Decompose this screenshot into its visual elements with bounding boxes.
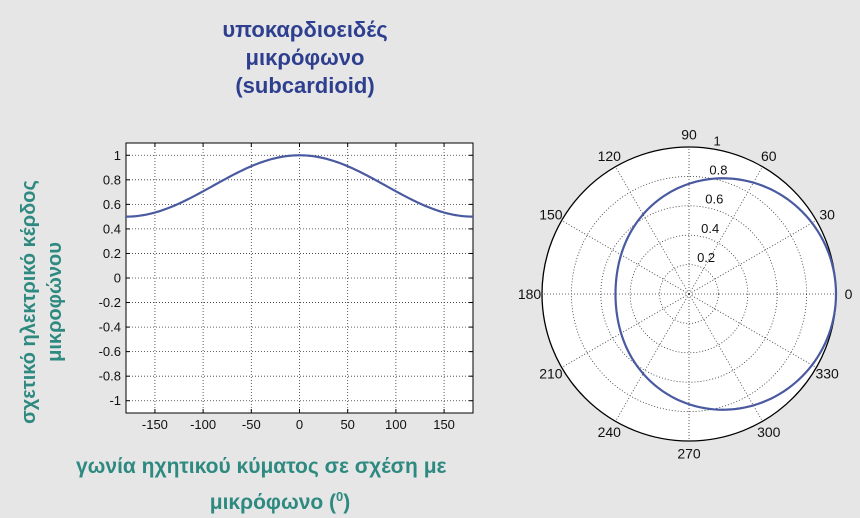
angle-label: 120: [598, 148, 622, 164]
x-tick-label: -150: [142, 417, 168, 432]
y-tick-label: -0.4: [99, 320, 121, 335]
radial-label: 0.2: [697, 250, 715, 265]
angle-label: 210: [539, 366, 563, 382]
angle-label: 0: [845, 286, 853, 302]
y-tick-label: 0.6: [103, 197, 121, 212]
x-tick-label: -50: [242, 417, 261, 432]
x-tick-label: 50: [340, 417, 354, 432]
angle-label: 60: [761, 148, 777, 164]
y-tick-label: 0: [114, 271, 121, 286]
angle-label: 240: [598, 424, 622, 440]
y-tick-label: 1: [114, 148, 121, 163]
radial-label: 1: [713, 133, 720, 148]
y-tick-label: -0.8: [99, 369, 121, 384]
angle-label: 330: [815, 366, 839, 382]
angle-label: 270: [677, 445, 701, 461]
y-tick-label: 0.4: [103, 221, 121, 236]
angle-label: 150: [539, 206, 563, 222]
x-tick-label: -100: [190, 417, 216, 432]
radial-label: 0.4: [701, 221, 719, 236]
x-tick-label: 100: [385, 417, 407, 432]
y-tick-label: -1: [109, 393, 121, 408]
x-tick-label: 150: [433, 417, 455, 432]
angle-label: 180: [518, 286, 542, 302]
y-tick-label: -0.2: [99, 295, 121, 310]
radial-label: 0.8: [709, 163, 727, 178]
x-tick-label: 0: [296, 417, 303, 432]
angle-label: 300: [757, 424, 781, 440]
angle-label: 90: [681, 127, 697, 143]
y-tick-label: 0.8: [103, 172, 121, 187]
y-tick-label: -0.6: [99, 344, 121, 359]
radial-label: 0.6: [705, 192, 723, 207]
y-tick-label: 0.2: [103, 246, 121, 261]
angle-label: 30: [819, 206, 835, 222]
